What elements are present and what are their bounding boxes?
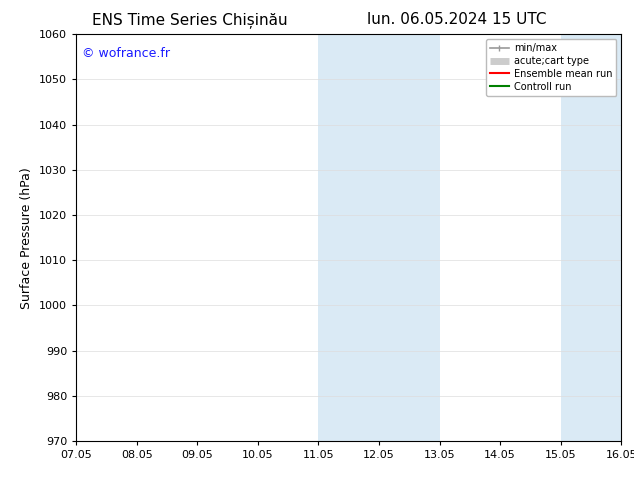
Bar — [560, 34, 621, 441]
Title: ENS Time Series Chișinău        lun. 06.05.2024 15 UTC: ENS Time Series Chișinău lun. 06.05.2024… — [0, 489, 1, 490]
Bar — [318, 34, 439, 441]
Y-axis label: Surface Pressure (hPa): Surface Pressure (hPa) — [20, 167, 34, 309]
Text: ENS Time Series Chișinău: ENS Time Series Chișinău — [93, 12, 288, 28]
Legend: min/max, acute;cart type, Ensemble mean run, Controll run: min/max, acute;cart type, Ensemble mean … — [486, 39, 616, 96]
Text: © wofrance.fr: © wofrance.fr — [82, 47, 169, 59]
Text: lun. 06.05.2024 15 UTC: lun. 06.05.2024 15 UTC — [366, 12, 547, 27]
